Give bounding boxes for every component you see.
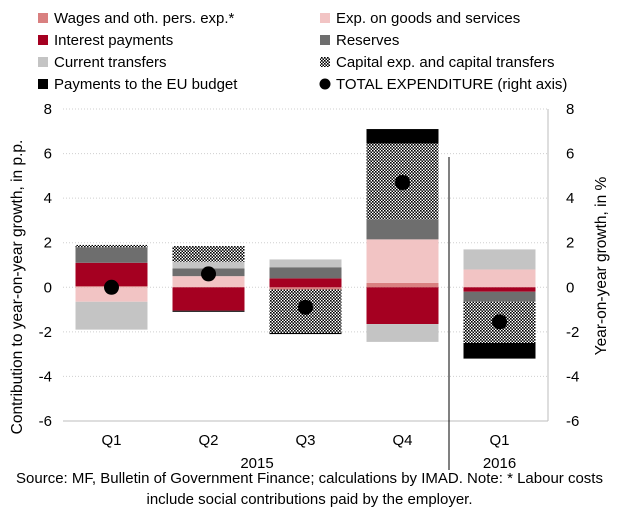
y-tick-label-right: 2 bbox=[566, 235, 574, 252]
bar-segment bbox=[75, 244, 148, 248]
total-marker bbox=[201, 266, 216, 282]
y-tick-label-left: 2 bbox=[44, 235, 52, 252]
x-tick-label: Q1 bbox=[489, 432, 509, 449]
legend-label: Reserves bbox=[336, 32, 399, 49]
bar-segment bbox=[463, 249, 536, 270]
bar-segment bbox=[269, 259, 342, 268]
bar-segment bbox=[172, 287, 245, 311]
legend-swatch bbox=[320, 35, 330, 45]
year-label: 2015 bbox=[240, 455, 273, 472]
total-marker bbox=[492, 314, 507, 330]
y-tick-label-left: -2 bbox=[39, 324, 52, 341]
legend-label: Current transfers bbox=[54, 54, 167, 71]
axes: -6 -6 -4 -4 -2 -2 0 0 2 2 4 4 6 6 8 8 Q1 Q2 Q3 Q4 Q1 2015 2016 bbox=[39, 101, 580, 472]
legend-label: Interest payments bbox=[54, 32, 173, 49]
bar-segment bbox=[463, 291, 536, 302]
legend-swatch bbox=[38, 57, 48, 67]
y-tick-label-right: -6 bbox=[566, 413, 579, 430]
legend-swatch bbox=[38, 13, 48, 23]
bar-segment bbox=[75, 301, 148, 330]
y-tick-label-right: -4 bbox=[566, 368, 579, 385]
bar-segment bbox=[269, 287, 342, 290]
bar-segment bbox=[269, 278, 342, 288]
bar-segment bbox=[172, 246, 245, 262]
bar-segment bbox=[269, 267, 342, 279]
y-tick-label-right: 8 bbox=[566, 101, 574, 118]
bar-segment bbox=[463, 343, 536, 359]
bar-segment bbox=[366, 282, 439, 288]
y-tick-label-right: 6 bbox=[566, 146, 574, 163]
legend-label: Capital exp. and capital transfers bbox=[336, 54, 554, 71]
x-tick-label: Q4 bbox=[392, 432, 412, 449]
bar-segment bbox=[463, 287, 536, 292]
y-tick-label-right: 4 bbox=[566, 190, 574, 207]
y-tick-label-left: 8 bbox=[44, 101, 52, 118]
legend: Wages and oth. pers. exp.* Exp. on goods … bbox=[38, 10, 567, 93]
legend-label: Wages and oth. pers. exp.* bbox=[54, 10, 235, 27]
bar-segment bbox=[172, 276, 245, 288]
bar-segment bbox=[172, 310, 245, 312]
bar-segment bbox=[366, 129, 439, 144]
y-axis-label-right: Year-on-year growth, in % bbox=[593, 176, 610, 355]
legend-label: Exp. on goods and services bbox=[336, 10, 520, 27]
total-marker bbox=[298, 299, 313, 315]
bar-segment bbox=[366, 324, 439, 342]
total-marker bbox=[395, 175, 410, 191]
legend-swatch bbox=[320, 57, 330, 67]
source-note: Source: MF, Bulletin of Government Finan… bbox=[16, 470, 603, 508]
y-tick-label-left: 4 bbox=[44, 190, 52, 207]
bar-segment bbox=[366, 239, 439, 283]
y-axis-label-left: Contribution to year-on-year growth, in … bbox=[9, 140, 26, 435]
bar-segment bbox=[463, 269, 536, 288]
x-tick-label: Q2 bbox=[198, 432, 218, 449]
total-markers bbox=[104, 175, 507, 330]
y-tick-label-left: 6 bbox=[44, 146, 52, 163]
bar-segment bbox=[366, 287, 439, 325]
y-tick-label-right: -2 bbox=[566, 324, 579, 341]
bar-segment bbox=[366, 219, 439, 240]
bar-segment bbox=[75, 247, 148, 263]
legend-marker bbox=[319, 78, 331, 90]
legend-swatch bbox=[320, 13, 330, 23]
y-tick-label-left: -6 bbox=[39, 413, 52, 430]
legend-label: TOTAL EXPENDITURE (right axis) bbox=[336, 76, 567, 93]
y-tick-label-left: -4 bbox=[39, 368, 52, 385]
y-tick-label-right: 0 bbox=[566, 279, 574, 296]
total-marker bbox=[104, 279, 119, 295]
legend-swatch bbox=[38, 35, 48, 45]
x-tick-label: Q3 bbox=[295, 432, 315, 449]
year-label: 2016 bbox=[483, 455, 516, 472]
legend-swatch bbox=[38, 79, 48, 89]
bars bbox=[75, 129, 536, 359]
bar-segment bbox=[75, 262, 148, 287]
y-tick-label-left: 0 bbox=[44, 279, 52, 296]
bar-segment bbox=[172, 261, 245, 269]
legend-label: Payments to the EU budget bbox=[54, 76, 238, 93]
x-tick-label: Q1 bbox=[101, 432, 121, 449]
bar-segment bbox=[269, 332, 342, 335]
